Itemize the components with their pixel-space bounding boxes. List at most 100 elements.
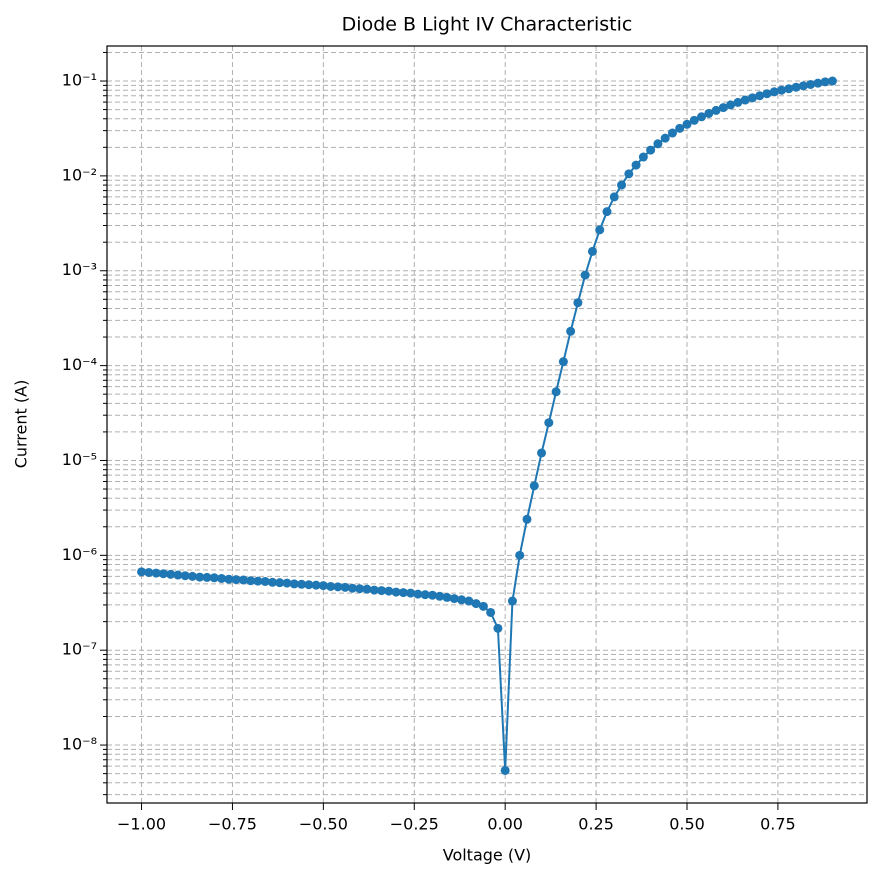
marker	[566, 326, 576, 336]
marker	[682, 119, 692, 129]
marker	[231, 575, 241, 585]
marker	[624, 169, 634, 179]
marker	[246, 576, 256, 586]
marker	[180, 571, 190, 581]
marker	[217, 573, 227, 583]
y-tick-label: 10⁻⁵	[62, 450, 97, 469]
y-tick-label: 10⁻¹	[62, 71, 97, 90]
marker	[340, 582, 350, 592]
marker	[369, 585, 379, 595]
marker	[820, 77, 830, 87]
marker	[806, 79, 816, 89]
marker	[311, 580, 321, 590]
marker	[667, 128, 677, 138]
marker	[813, 78, 823, 88]
y-tick-label: 10⁻²	[62, 165, 97, 184]
marker	[391, 587, 401, 597]
marker	[304, 580, 314, 590]
marker	[238, 575, 248, 585]
marker	[718, 103, 728, 113]
marker	[726, 100, 736, 110]
marker	[326, 581, 336, 591]
marker	[769, 87, 779, 97]
marker	[318, 581, 328, 591]
marker	[653, 139, 663, 149]
marker	[704, 108, 714, 118]
marker	[493, 623, 503, 633]
marker	[631, 160, 641, 170]
marker	[537, 448, 547, 458]
marker	[522, 514, 532, 524]
marker	[435, 591, 445, 601]
marker	[486, 607, 496, 617]
marker	[267, 577, 277, 587]
marker	[151, 568, 161, 578]
y-tick-label: 10⁻⁶	[62, 545, 97, 564]
marker	[384, 586, 394, 596]
marker	[347, 583, 357, 593]
marker	[551, 387, 561, 397]
y-tick-label: 10⁻⁸	[62, 735, 97, 754]
marker	[224, 574, 234, 584]
marker	[602, 207, 612, 217]
marker	[413, 589, 423, 599]
marker	[784, 84, 794, 94]
marker	[638, 152, 648, 162]
marker	[442, 592, 452, 602]
marker	[275, 578, 285, 588]
marker	[195, 572, 205, 582]
marker	[689, 115, 699, 125]
marker	[675, 123, 685, 133]
marker	[755, 91, 765, 101]
marker	[529, 481, 539, 491]
marker	[747, 93, 757, 103]
marker	[260, 576, 270, 586]
x-tick-label: 0.50	[669, 815, 705, 834]
plot-frame	[106, 45, 868, 804]
marker	[500, 765, 510, 775]
marker	[471, 599, 481, 609]
marker	[333, 582, 343, 592]
marker	[209, 573, 219, 583]
marker	[406, 588, 416, 598]
marker	[587, 246, 597, 256]
marker	[478, 601, 488, 611]
marker	[791, 82, 801, 92]
marker	[711, 105, 721, 115]
x-tick-label: 0.00	[487, 815, 523, 834]
y-axis-label: Current (A)	[12, 380, 31, 469]
marker	[173, 570, 183, 580]
marker	[660, 133, 670, 143]
marker	[558, 357, 568, 367]
marker	[187, 571, 197, 581]
marker	[355, 584, 365, 594]
x-tick-label: −0.75	[208, 815, 257, 834]
marker	[202, 572, 212, 582]
marker	[609, 192, 619, 202]
marker	[420, 590, 430, 600]
marker	[798, 81, 808, 91]
marker	[617, 180, 627, 190]
y-tick-label: 10⁻⁴	[62, 355, 97, 374]
marker	[777, 85, 787, 95]
marker	[580, 270, 590, 280]
marker	[427, 590, 437, 600]
marker	[158, 569, 168, 579]
marker	[377, 586, 387, 596]
x-tick-label: 0.75	[760, 815, 796, 834]
x-tick-label: −1.00	[117, 815, 166, 834]
marker	[449, 594, 459, 604]
marker	[282, 578, 292, 588]
x-tick-label: 0.25	[578, 815, 614, 834]
x-axis-label: Voltage (V)	[443, 846, 532, 865]
marker	[762, 89, 772, 99]
marker	[253, 576, 263, 586]
marker	[697, 112, 707, 122]
y-tick-label: 10⁻⁷	[62, 640, 97, 659]
chart-title: Diode B Light IV Characteristic	[342, 14, 633, 36]
marker	[827, 76, 837, 86]
marker	[740, 95, 750, 105]
marker	[289, 579, 299, 589]
